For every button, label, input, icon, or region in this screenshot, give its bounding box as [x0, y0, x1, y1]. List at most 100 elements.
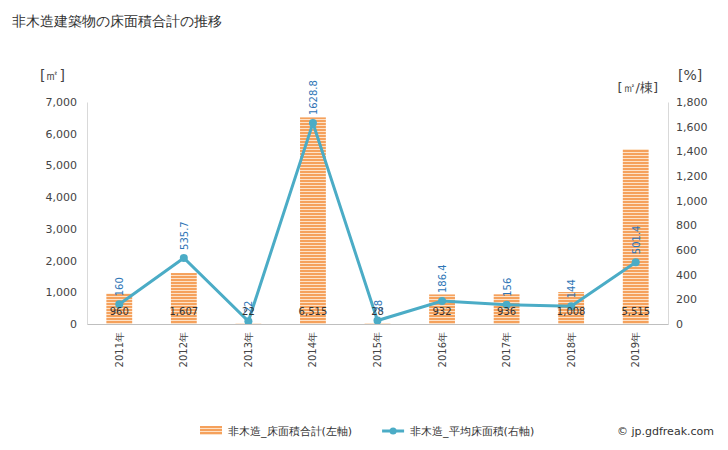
y2-tick: 0 — [668, 318, 683, 331]
y2-tick: 800 — [668, 219, 697, 232]
line — [119, 123, 635, 321]
line-data-label: 144 — [566, 279, 577, 298]
title: 非木造建築物の床面積合計の推移 — [12, 13, 222, 29]
line-data-label: 186.4 — [437, 264, 448, 293]
y-tick-label: 5,000 — [46, 159, 78, 172]
y-tick: 7,000 — [46, 96, 88, 109]
line-point — [374, 317, 382, 324]
line-data-label: 160 — [114, 277, 125, 296]
x-tick: 2014年 — [307, 324, 318, 367]
y-tick-label: 7,000 — [46, 96, 78, 109]
y2-axis-line — [668, 103, 669, 325]
y2-tick-label: 400 — [676, 269, 697, 282]
y-tick: 1,000 — [46, 286, 88, 299]
x-tick-label: 2013年 — [243, 332, 254, 367]
bar-data-label: 6,515 — [299, 306, 328, 317]
line-point — [180, 254, 188, 262]
bar-data-label: 960 — [110, 306, 129, 317]
y2-tick-label: 600 — [676, 244, 697, 257]
line-data-label: 22 — [243, 301, 254, 314]
y2-tick: 1,600 — [668, 121, 708, 134]
y2-tick-label: 1,400 — [676, 145, 708, 158]
line-point — [244, 317, 252, 324]
legend-label: 非木造_平均床面積(右軸) — [410, 425, 534, 438]
bar-data-label: 932 — [433, 306, 452, 317]
bar — [494, 294, 520, 324]
y-tick-label: 3,000 — [46, 223, 78, 236]
x-tick: 2017年 — [501, 324, 512, 367]
y2-tick: 1,400 — [668, 145, 708, 158]
x-tick-label: 2015年 — [372, 332, 383, 367]
y2-axis: 0 200 400 600 800 1,000 1,200 1,400 1,600 1,800 — [668, 96, 708, 331]
x-tick: 2016年 — [437, 324, 448, 367]
x-tick-label: 2017年 — [501, 332, 512, 367]
y-tick-label: 6,000 — [46, 128, 78, 141]
y-tick-label: 2,000 — [46, 255, 78, 268]
bar — [623, 149, 649, 324]
line-data-label: 28 — [373, 300, 384, 313]
y2-tick: 200 — [668, 293, 697, 306]
line-data-label: 501.4 — [631, 226, 642, 255]
legend-label: 非木造_床面積合計(左軸) — [228, 425, 352, 438]
y2-tick: 400 — [668, 269, 697, 282]
bar-data-label: 936 — [497, 306, 516, 317]
line-point — [438, 297, 446, 305]
x-axis-line — [88, 324, 669, 325]
y-tick: 5,000 — [46, 159, 88, 172]
legend-swatch — [200, 426, 222, 435]
x-axis: 2011年 2012年 2013年 2014年 2015年 2016年 2017年 2018年… — [88, 324, 669, 367]
y2-tick: 1,000 — [668, 195, 708, 208]
x-tick: 2012年 — [178, 324, 189, 367]
x-tick-label: 2011年 — [114, 332, 125, 367]
x-tick-label: 2019年 — [630, 332, 641, 367]
x-tick-label: 2016年 — [437, 332, 448, 367]
x-tick: 2015年 — [372, 324, 383, 367]
chart: 非木造建築物の床面積合計の推移 [㎡] [㎡/棟] [%] 0 1,000 2,000 3,0… — [0, 0, 728, 450]
y-tick: 3,000 — [46, 223, 88, 236]
y2-tick-label: 1,600 — [676, 121, 708, 134]
y2-tick-label: 1,000 — [676, 195, 708, 208]
y-tick-label: 1,000 — [46, 286, 78, 299]
y-tick: 2,000 — [46, 255, 88, 268]
x-tick: 2018年 — [566, 324, 577, 367]
legend: 非木造_床面積合計(左軸) 非木造_平均床面積(右軸) — [200, 425, 534, 438]
legend-item: 非木造_床面積合計(左軸) — [200, 425, 352, 438]
y2-tick-label: 1,200 — [676, 170, 708, 183]
y-tick: 6,000 — [46, 128, 88, 141]
y2-tick-label: 1,800 — [676, 96, 708, 109]
x-tick: 2013年 — [243, 324, 254, 367]
data-labels: 960 1,607 22 6,515 28 932 936 1,008 5,515 160 535.… — [110, 80, 650, 317]
y-axis: 0 1,000 2,000 3,000 4,000 5,000 6,000 7,000 — [46, 96, 88, 331]
y2-unit: [%] — [678, 67, 702, 83]
y-tick-label: 0 — [70, 318, 77, 331]
source: © jp.gdfreak.com — [617, 425, 714, 438]
x-tick-label: 2012年 — [178, 332, 189, 367]
bar — [429, 294, 455, 324]
y2-tick-label: 0 — [676, 318, 683, 331]
y2-tick-label: 800 — [676, 219, 697, 232]
y2-axis-title: [㎡/棟] — [617, 80, 658, 95]
y-axis-line — [87, 103, 88, 325]
y2-tick: 600 — [668, 244, 697, 257]
y2-tick: 1,800 — [668, 96, 708, 109]
y2-tick-label: 200 — [676, 293, 697, 306]
x-tick: 2011年 — [114, 324, 125, 367]
line-data-label: 156 — [502, 278, 513, 297]
line-point — [309, 119, 317, 127]
line-data-label: 1628.8 — [308, 80, 319, 115]
y-tick: 0 — [70, 318, 87, 331]
marks — [106, 117, 648, 324]
y2-tick: 1,200 — [668, 170, 708, 183]
line-data-label: 535.7 — [179, 221, 190, 250]
bar-data-label: 1,607 — [170, 306, 199, 317]
x-tick: 2019年 — [630, 324, 641, 367]
y-tick-label: 4,000 — [46, 191, 78, 204]
bar-data-label: 5,515 — [621, 306, 650, 317]
line-point — [632, 258, 640, 266]
x-tick-label: 2018年 — [566, 332, 577, 367]
bar-data-label: 1,008 — [557, 306, 586, 317]
y-axis-title: [㎡] — [40, 67, 65, 83]
x-tick-label: 2014年 — [307, 332, 318, 367]
legend-marker — [390, 428, 397, 435]
y-tick: 4,000 — [46, 191, 88, 204]
